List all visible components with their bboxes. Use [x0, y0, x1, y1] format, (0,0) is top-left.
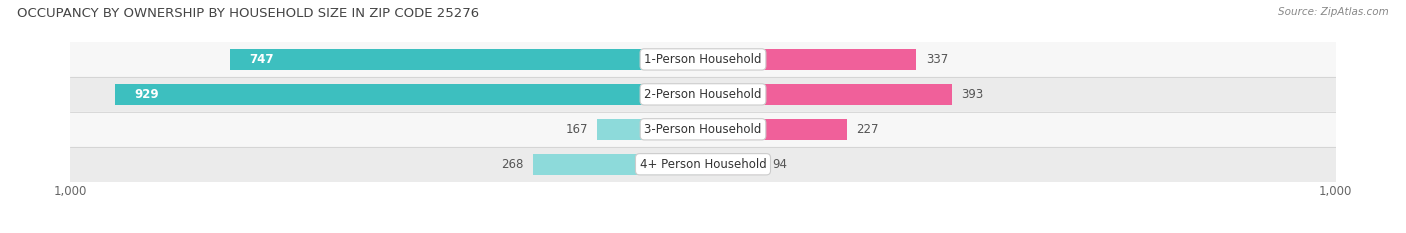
Bar: [70, 42, 1336, 77]
Bar: [231, 49, 703, 70]
Text: 929: 929: [134, 88, 159, 101]
Bar: [70, 77, 1336, 112]
Text: 1-Person Household: 1-Person Household: [644, 53, 762, 66]
Bar: [703, 84, 952, 105]
Bar: [70, 147, 1336, 182]
Text: 2-Person Household: 2-Person Household: [644, 88, 762, 101]
Bar: [598, 119, 703, 140]
Bar: [115, 84, 703, 105]
Text: 337: 337: [925, 53, 948, 66]
Text: 393: 393: [962, 88, 983, 101]
Text: 3-Person Household: 3-Person Household: [644, 123, 762, 136]
Bar: [703, 119, 846, 140]
Text: 227: 227: [856, 123, 879, 136]
Text: OCCUPANCY BY OWNERSHIP BY HOUSEHOLD SIZE IN ZIP CODE 25276: OCCUPANCY BY OWNERSHIP BY HOUSEHOLD SIZE…: [17, 7, 479, 20]
Text: Source: ZipAtlas.com: Source: ZipAtlas.com: [1278, 7, 1389, 17]
Text: 4+ Person Household: 4+ Person Household: [640, 158, 766, 171]
Bar: [703, 154, 762, 175]
Bar: [70, 112, 1336, 147]
Text: 167: 167: [565, 123, 588, 136]
Text: 268: 268: [502, 158, 524, 171]
Bar: [533, 154, 703, 175]
Text: 747: 747: [249, 53, 274, 66]
Text: 94: 94: [772, 158, 787, 171]
Bar: [703, 49, 917, 70]
